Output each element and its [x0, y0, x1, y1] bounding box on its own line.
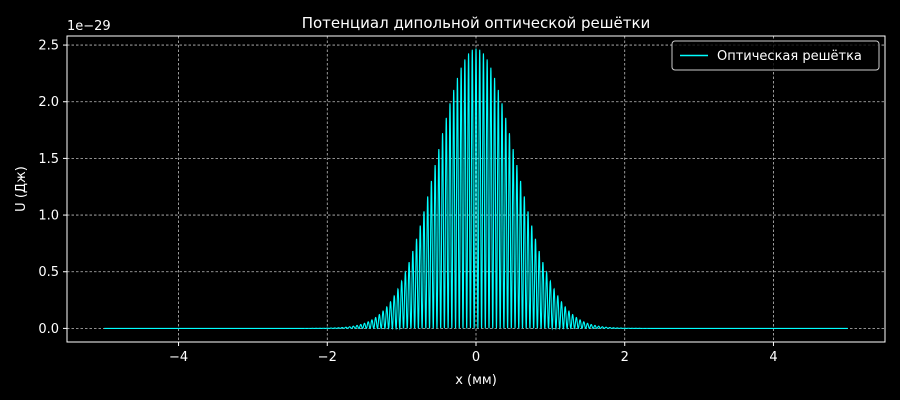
legend: Оптическая решётка [671, 40, 880, 71]
series-line-optical-lattice [104, 48, 848, 331]
y-tick-label: 0.5 [38, 265, 59, 280]
x-tick-label: 0 [472, 350, 480, 365]
chart-title: Потенциал дипольной оптической решётки [302, 14, 651, 32]
y-tick-label: 2.5 [38, 39, 59, 54]
y-tick-label: 2.0 [38, 95, 59, 110]
x-tick-label: 2 [621, 350, 629, 365]
y-tick-label: 0.0 [38, 322, 59, 337]
y-tick-label: 1.5 [38, 152, 59, 167]
y-tick-label: 1.0 [38, 209, 59, 224]
y-axis-label: U (Дж) [14, 166, 29, 212]
legend-label-optical-lattice: Оптическая решётка [717, 49, 862, 64]
x-tick-label: −2 [318, 350, 337, 365]
ticks: −4 −2 0 2 4 0.0 0.5 1.0 1.5 2.0 2.5 [38, 39, 777, 365]
x-axis-label: x (мм) [455, 373, 497, 388]
y-axis-offset-label: 1e−29 [67, 19, 111, 34]
legend-box [671, 40, 880, 71]
series-layer [104, 48, 848, 331]
x-tick-label: −4 [169, 350, 188, 365]
x-tick-label: 4 [769, 350, 777, 365]
